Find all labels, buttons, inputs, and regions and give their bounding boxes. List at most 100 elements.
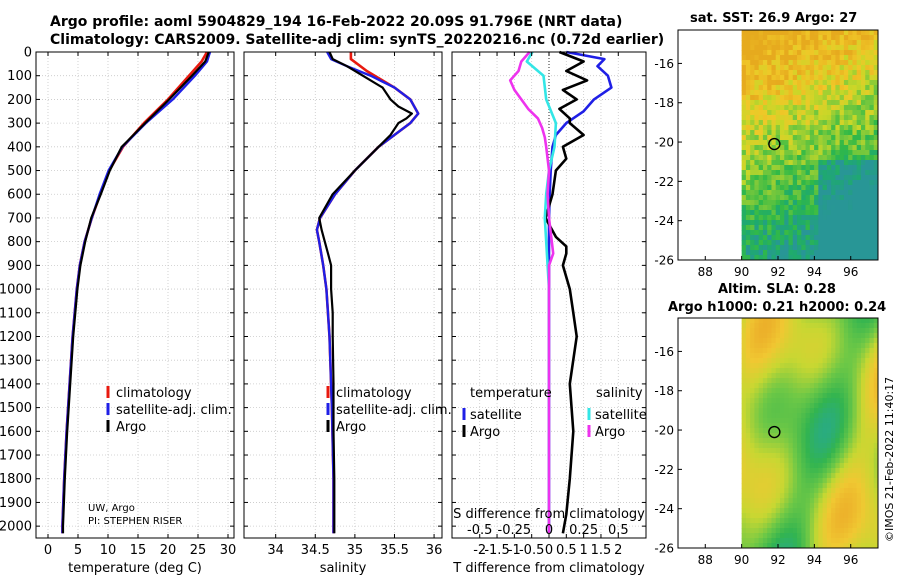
map-y-tick-label: -16 xyxy=(654,345,674,359)
map-field xyxy=(741,318,878,548)
y-tick-label: 2000 xyxy=(0,520,32,535)
x-tick-label: 0 xyxy=(545,543,553,558)
y-tick-label: 200 xyxy=(7,93,32,108)
legend-label: satellite-adj. clim. xyxy=(116,403,232,418)
x-tick-label: 0.5 xyxy=(556,543,577,558)
x-axis-label: salinity xyxy=(320,561,367,576)
x-tick-label: 20 xyxy=(160,543,177,558)
legend-label: satellite xyxy=(470,408,522,423)
y-tick-label: 400 xyxy=(7,140,32,155)
y-tick-label: 1200 xyxy=(0,330,32,345)
map-x-tick-label: 94 xyxy=(807,265,822,279)
top-tick-label: 0.5 xyxy=(608,523,629,538)
y-tick-label: 700 xyxy=(7,211,32,226)
sla-map-subtitle: Argo h1000: 0.21 h2000: 0.24 xyxy=(668,300,887,315)
y-tick-label: 1400 xyxy=(0,377,32,392)
legend-label: Argo xyxy=(116,420,146,435)
x-tick-label: 10 xyxy=(100,543,117,558)
y-tick-label: 600 xyxy=(7,188,32,203)
x-tick-label: 0 xyxy=(44,543,52,558)
y-tick-label: 1600 xyxy=(0,425,32,440)
map-x-tick-label: 90 xyxy=(734,265,749,279)
map-x-tick-label: 94 xyxy=(807,553,822,567)
profile-panel-2: -2-1.5-1-0.5 0 0.5 1 1.5 2T difference from c… xyxy=(451,50,647,576)
map-x-tick-label: 96 xyxy=(843,553,858,567)
sst-map-title: sat. SST: 26.9 Argo: 27 xyxy=(690,11,858,26)
map-field xyxy=(741,30,878,260)
profile-panel-1: 34 34.5 35 35.5 36 salinity climatology satelli… xyxy=(243,51,452,576)
map-y-tick-label: -20 xyxy=(654,424,674,438)
legend-label: satellite-adj. clim. xyxy=(336,403,452,418)
map-x-tick-label: 90 xyxy=(734,553,749,567)
series-line-0 xyxy=(61,51,209,534)
x-axis-label: temperature (deg C) xyxy=(68,561,202,576)
axes-frame xyxy=(35,51,235,539)
map-y-tick-label: -22 xyxy=(654,463,674,477)
y-tick-label: 500 xyxy=(7,164,32,179)
x-tick-label: 2 xyxy=(614,543,622,558)
map-x-tick-label: 92 xyxy=(770,265,785,279)
y-tick-label: 1900 xyxy=(0,496,32,511)
x-tick-label: 35 xyxy=(347,543,364,558)
legend-label: Argo xyxy=(470,425,500,440)
x-tick-label: 1.5 xyxy=(591,543,612,558)
y-tick-label: 100 xyxy=(7,69,32,84)
panel-annotation: UW, Argo xyxy=(88,503,135,514)
y-tick-label: 1800 xyxy=(0,472,32,487)
series-line-3 xyxy=(508,51,555,534)
map-y-tick-label: -16 xyxy=(654,57,674,71)
x-tick-label: 30 xyxy=(220,543,237,558)
map-x-tick-label: 88 xyxy=(698,265,713,279)
map-y-tick-label: -26 xyxy=(654,542,674,556)
x-tick-label: 1 xyxy=(580,543,588,558)
profile-panel-0: 0 5 10 15 20 25 300100200300400500600700800900… xyxy=(0,46,236,577)
x-tick-label: 36 xyxy=(426,543,443,558)
sla-map-title: Altim. SLA: 0.28 xyxy=(718,282,836,297)
map-x-tick-label: 96 xyxy=(843,265,858,279)
header-title-line2: Climatology: CARS2009. Satellite-adj cli… xyxy=(50,32,665,48)
series-line-2 xyxy=(61,51,210,534)
y-tick-label: 0 xyxy=(24,46,32,61)
panel-annotation: PI: STEPHEN RISER xyxy=(88,516,182,527)
series-line-1 xyxy=(61,51,212,534)
sst-map: 88 90 92 94 96 -16 -18 -20 -22 -24 -26 xyxy=(654,29,879,279)
x-tick-label: 34 xyxy=(267,543,284,558)
map-y-tick-label: -26 xyxy=(654,254,674,268)
x-tick-label: 35.5 xyxy=(380,543,409,558)
x-tick-label: 15 xyxy=(130,543,147,558)
y-tick-label: 1300 xyxy=(0,354,32,369)
y-tick-label: 800 xyxy=(7,235,32,250)
y-tick-label: 1500 xyxy=(0,401,32,416)
map-y-tick-label: -18 xyxy=(654,96,674,110)
x-tick-label: -1 xyxy=(508,543,521,558)
top-tick-label: -0.25 xyxy=(498,523,532,538)
header-title-line1: Argo profile: aoml 5904829_194 16-Feb-20… xyxy=(50,14,623,30)
legend-label: climatology xyxy=(336,386,412,401)
x-tick-label: -1.5 xyxy=(484,543,509,558)
x-tick-label: -2 xyxy=(473,543,486,558)
map-y-tick-label: -18 xyxy=(654,384,674,398)
x-axis-label: T difference from climatology xyxy=(452,561,645,576)
float-position-marker xyxy=(768,425,781,439)
legend-label: climatology xyxy=(116,386,192,401)
x-tick-label: 5 xyxy=(74,543,82,558)
y-tick-label: 1700 xyxy=(0,449,32,464)
axes-frame xyxy=(243,51,443,539)
y-tick-label: 1100 xyxy=(0,306,32,321)
float-position-marker xyxy=(768,137,781,151)
map-y-tick-label: -20 xyxy=(654,136,674,150)
y-tick-label: 900 xyxy=(7,259,32,274)
series-line-1 xyxy=(315,51,420,534)
top-tick-label: -0.5 xyxy=(467,523,492,538)
series-line-1 xyxy=(544,50,589,534)
top-tick-label: 0 xyxy=(545,523,553,538)
series-line-2 xyxy=(318,51,413,534)
map-y-tick-label: -22 xyxy=(654,175,674,189)
legend-title-temperature: temperature xyxy=(470,386,552,401)
legend-title-salinity: salinity xyxy=(596,386,643,401)
map-y-tick-label: -24 xyxy=(654,502,674,516)
legend-label: satellite xyxy=(595,408,647,423)
map-y-tick-label: -24 xyxy=(654,214,674,228)
top-tick-label: 0.25 xyxy=(569,523,598,538)
